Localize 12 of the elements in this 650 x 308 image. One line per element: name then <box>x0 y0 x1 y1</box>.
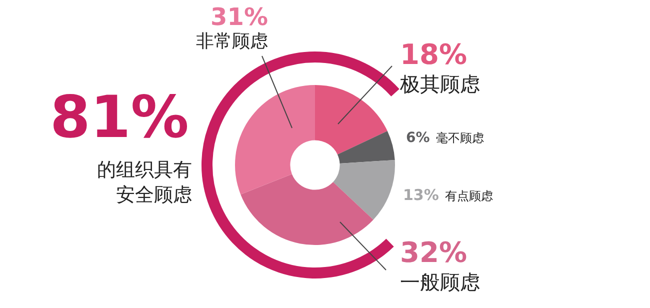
slice-label: 一般顾虑 <box>400 268 480 295</box>
data-label: 31% <box>210 3 268 31</box>
data-label: 6% <box>406 130 430 146</box>
data-label: 32% <box>400 236 468 269</box>
data-label: 18% <box>400 38 468 71</box>
slice-label: 毫不顾虑 <box>436 131 484 145</box>
slice-label: 非常顾虑 <box>196 30 268 54</box>
data-label: 13% <box>403 186 439 204</box>
slice-label: 有点顾虑 <box>444 189 493 203</box>
text: 81% <box>50 83 189 151</box>
text: 的组织具有安全顾虑 <box>96 158 192 208</box>
slice-label: 极其顾虑 <box>400 70 480 97</box>
